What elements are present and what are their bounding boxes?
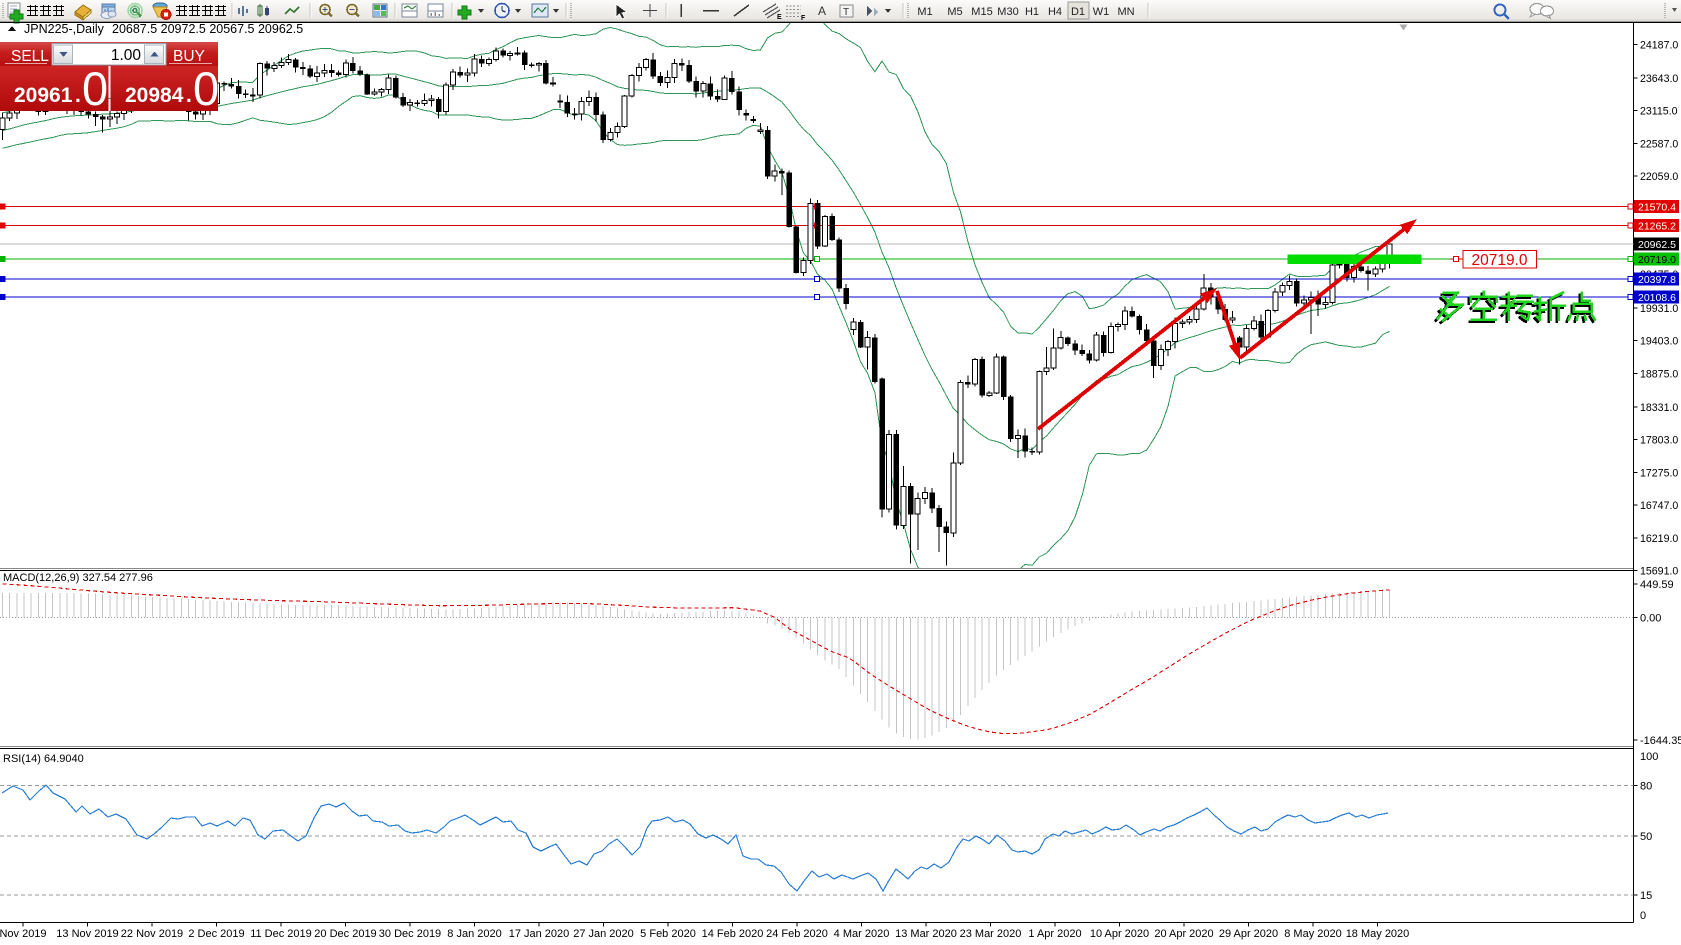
- svg-text:16219.0: 16219.0: [1640, 533, 1678, 545]
- svg-text:H1: H1: [1025, 6, 1039, 18]
- svg-text:F: F: [801, 15, 806, 22]
- svg-text:17275.0: 17275.0: [1640, 467, 1678, 479]
- svg-text:D1: D1: [1071, 6, 1085, 18]
- svg-text:.: .: [75, 84, 81, 107]
- svg-text:15691.0: 15691.0: [1640, 566, 1678, 578]
- svg-text:BUY: BUY: [173, 48, 205, 65]
- svg-text:20962.5: 20962.5: [1638, 239, 1676, 251]
- svg-text:19931.0: 19931.0: [1640, 303, 1678, 315]
- svg-text:14 Feb 2020: 14 Feb 2020: [702, 928, 764, 940]
- svg-text:24187.0: 24187.0: [1640, 39, 1678, 51]
- svg-text:449.59: 449.59: [1640, 579, 1674, 591]
- svg-text:.: .: [186, 84, 192, 107]
- svg-text:MACD(12,26,9) 327.54 277.96: MACD(12,26,9) 327.54 277.96: [3, 572, 153, 584]
- svg-text:24 Feb 2020: 24 Feb 2020: [766, 928, 828, 940]
- svg-text:17 Jan 2020: 17 Jan 2020: [509, 928, 570, 940]
- svg-text:20719.0: 20719.0: [1638, 254, 1676, 266]
- svg-text:-1644.35: -1644.35: [1640, 735, 1681, 747]
- svg-text:20961: 20961: [14, 84, 73, 107]
- svg-text:M5: M5: [947, 6, 962, 18]
- svg-text:22587.0: 22587.0: [1640, 138, 1678, 150]
- svg-text:11 Dec 2019: 11 Dec 2019: [250, 928, 312, 940]
- svg-text:1.00: 1.00: [111, 47, 142, 64]
- svg-text:20397.8: 20397.8: [1638, 274, 1676, 286]
- svg-text:5 Feb 2020: 5 Feb 2020: [640, 928, 696, 940]
- svg-text:1 Apr 2020: 1 Apr 2020: [1028, 928, 1081, 940]
- svg-text:100: 100: [1640, 751, 1658, 763]
- svg-text:4 Mar 2020: 4 Mar 2020: [834, 928, 890, 940]
- svg-text:27 Jan 2020: 27 Jan 2020: [573, 928, 634, 940]
- svg-text:Nov 2019: Nov 2019: [0, 928, 47, 940]
- svg-text:RSI(14) 64.9040: RSI(14) 64.9040: [3, 753, 84, 765]
- svg-text:JPN225-,Daily: JPN225-,Daily: [24, 22, 105, 36]
- svg-text:M30: M30: [997, 6, 1018, 18]
- svg-text:13 Mar 2020: 13 Mar 2020: [895, 928, 957, 940]
- svg-text:20719.0: 20719.0: [1471, 252, 1527, 269]
- svg-text:0: 0: [1640, 910, 1646, 922]
- svg-text:80: 80: [1640, 781, 1652, 793]
- svg-text:MN: MN: [1117, 6, 1134, 18]
- svg-text:20687.5 20972.5 20567.5 20962.: 20687.5 20972.5 20567.5 20962.5: [112, 22, 303, 36]
- svg-text:23115.0: 23115.0: [1640, 106, 1678, 118]
- svg-text:21265.2: 21265.2: [1638, 220, 1676, 232]
- svg-text:8 May 2020: 8 May 2020: [1284, 928, 1341, 940]
- svg-text:20 Dec 2019: 20 Dec 2019: [314, 928, 376, 940]
- svg-text:A: A: [818, 4, 826, 18]
- svg-text:23 Mar 2020: 23 Mar 2020: [960, 928, 1022, 940]
- svg-text:8 Jan 2020: 8 Jan 2020: [447, 928, 501, 940]
- svg-text:T: T: [843, 7, 849, 18]
- svg-text:22059.0: 22059.0: [1640, 171, 1678, 183]
- svg-text:M1: M1: [917, 6, 932, 18]
- svg-text:18 May 2020: 18 May 2020: [1346, 928, 1410, 940]
- svg-text:0: 0: [193, 62, 219, 115]
- svg-text:30 Dec 2019: 30 Dec 2019: [379, 928, 441, 940]
- svg-text:17803.0: 17803.0: [1640, 435, 1678, 447]
- svg-text:0.00: 0.00: [1640, 613, 1661, 625]
- svg-text:16747.0: 16747.0: [1640, 500, 1678, 512]
- svg-text:15: 15: [1640, 890, 1652, 902]
- svg-text:20 Apr 2020: 20 Apr 2020: [1154, 928, 1213, 940]
- svg-text:10 Apr 2020: 10 Apr 2020: [1090, 928, 1149, 940]
- svg-text:18331.0: 18331.0: [1640, 402, 1678, 414]
- svg-text:W1: W1: [1093, 6, 1110, 18]
- svg-text:23643.0: 23643.0: [1640, 73, 1678, 85]
- svg-text:21570.4: 21570.4: [1638, 201, 1676, 213]
- svg-text:0: 0: [82, 62, 108, 115]
- svg-text:2 Dec 2019: 2 Dec 2019: [188, 928, 244, 940]
- svg-text:E: E: [777, 14, 782, 21]
- svg-text:20108.6: 20108.6: [1638, 292, 1676, 304]
- svg-text:M15: M15: [971, 6, 992, 18]
- svg-text:H4: H4: [1048, 6, 1062, 18]
- svg-text:50: 50: [1640, 831, 1652, 843]
- svg-text:20984: 20984: [125, 84, 184, 107]
- svg-text:13 Nov 2019: 13 Nov 2019: [56, 928, 118, 940]
- svg-text:19403.0: 19403.0: [1640, 336, 1678, 348]
- svg-text:SELL: SELL: [11, 48, 49, 65]
- svg-text:29 Apr 2020: 29 Apr 2020: [1219, 928, 1278, 940]
- svg-text:22 Nov 2019: 22 Nov 2019: [121, 928, 183, 940]
- svg-text:18875.0: 18875.0: [1640, 368, 1678, 380]
